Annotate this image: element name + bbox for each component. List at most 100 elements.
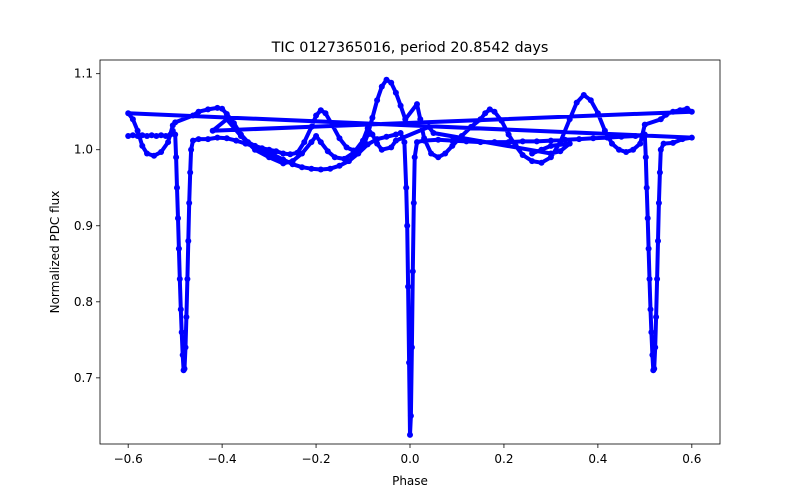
data-point <box>175 245 182 252</box>
data-point <box>174 184 180 191</box>
y-tick-label: 0.8 <box>74 295 93 309</box>
data-point <box>397 130 404 136</box>
data-point <box>651 365 658 372</box>
data-point <box>632 133 639 139</box>
data-point <box>336 135 343 142</box>
data-point <box>505 131 512 138</box>
data-point <box>533 138 540 145</box>
x-tick-label: 0.4 <box>588 452 607 466</box>
data-point <box>458 133 465 139</box>
data-point <box>449 142 456 149</box>
data-point <box>186 200 193 206</box>
data-point <box>299 150 305 157</box>
data-point <box>294 149 301 156</box>
data-point <box>172 131 179 138</box>
data-point <box>129 116 136 123</box>
data-point <box>425 123 432 130</box>
data-point <box>369 114 376 121</box>
data-point <box>162 133 169 139</box>
y-axis-label: Normalized PDC flux <box>48 191 62 314</box>
y-tick-label: 0.7 <box>74 371 93 385</box>
data-point <box>616 146 622 153</box>
data-point <box>538 159 545 166</box>
data-point <box>477 116 484 123</box>
data-point <box>637 140 644 147</box>
data-point <box>182 344 189 351</box>
data-point <box>397 102 404 109</box>
data-point <box>468 123 475 130</box>
data-point <box>205 106 211 113</box>
chart-title: TIC 0127365016, period 20.8542 days <box>271 40 549 56</box>
data-point <box>144 150 150 157</box>
data-point <box>308 165 315 172</box>
data-point <box>184 276 191 282</box>
data-point <box>360 137 366 144</box>
data-point <box>498 117 505 124</box>
data-point <box>175 215 181 222</box>
data-point <box>670 108 676 115</box>
data-point <box>350 149 357 156</box>
data-point <box>165 139 172 146</box>
data-point <box>435 154 442 161</box>
data-point <box>183 314 190 320</box>
data-point <box>403 184 410 191</box>
data-point <box>299 164 305 171</box>
data-point <box>280 150 287 157</box>
data-point <box>652 344 659 351</box>
data-point <box>491 108 498 115</box>
data-point <box>317 166 324 173</box>
data-point <box>214 134 221 141</box>
data-point <box>308 123 315 130</box>
data-point <box>590 135 597 142</box>
data-point <box>604 134 611 141</box>
data-point <box>190 112 196 119</box>
data-point <box>345 158 352 165</box>
data-point <box>401 139 408 146</box>
data-point <box>343 144 350 151</box>
data-point <box>576 136 583 143</box>
data-point <box>134 127 141 134</box>
data-point <box>529 158 536 165</box>
data-point <box>392 131 399 138</box>
data-point <box>301 139 308 146</box>
data-point <box>684 105 691 112</box>
data-point <box>185 238 192 244</box>
data-point <box>187 169 194 176</box>
data-point <box>266 146 273 153</box>
data-point <box>322 110 329 117</box>
data-point <box>223 116 230 123</box>
data-point <box>645 245 652 252</box>
data-point <box>657 116 664 123</box>
data-point <box>190 137 196 144</box>
data-point <box>405 283 412 290</box>
data-point <box>663 111 669 118</box>
data-point <box>266 154 273 161</box>
data-point <box>287 151 294 158</box>
data-point <box>209 127 216 134</box>
data-point <box>505 139 512 146</box>
data-point <box>383 76 390 83</box>
data-point <box>580 92 587 98</box>
data-point <box>557 148 564 155</box>
data-point <box>329 122 336 129</box>
data-point <box>369 131 376 138</box>
data-point <box>341 155 348 162</box>
data-point <box>313 112 320 119</box>
data-point <box>355 147 362 154</box>
data-point <box>644 215 651 222</box>
data-point <box>374 136 381 143</box>
data-point <box>233 137 240 144</box>
data-point <box>273 148 280 155</box>
data-point <box>642 154 649 161</box>
data-point <box>623 149 630 155</box>
data-point <box>317 107 324 114</box>
x-tick-label: −0.6 <box>114 452 143 466</box>
data-point <box>428 150 435 157</box>
data-point <box>173 154 180 161</box>
data-point <box>688 108 695 115</box>
data-point <box>388 79 395 86</box>
data-point <box>176 276 183 282</box>
data-point <box>327 165 334 172</box>
data-point <box>308 139 315 146</box>
